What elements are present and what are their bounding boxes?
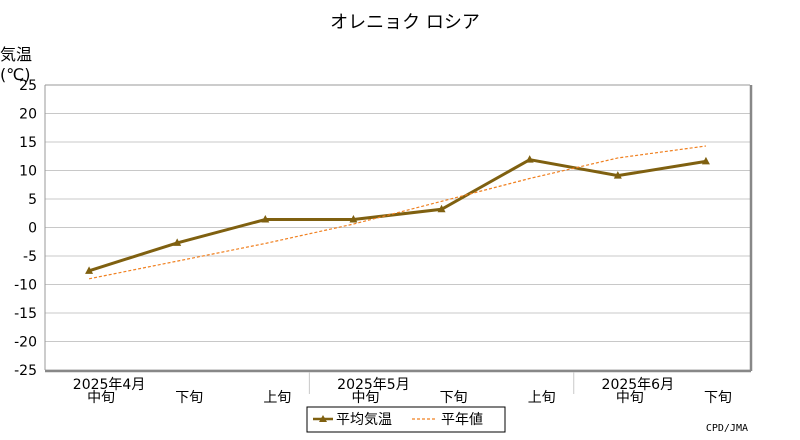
mean-temp-point	[613, 171, 622, 179]
series-layer	[85, 145, 710, 280]
y-tick-label: -5	[23, 249, 37, 265]
legend-normal-label: 平年値	[441, 412, 483, 428]
chart-title: オレニョク ロシア	[330, 12, 480, 33]
normal-line	[88, 145, 707, 280]
y-axis-unit: (℃)	[0, 65, 30, 84]
mean-temp-point	[173, 238, 182, 246]
x-tick-label: 中旬	[87, 390, 115, 406]
y-tick-label: -20	[14, 335, 37, 351]
y-tick-label: -15	[14, 306, 37, 322]
legend-mean-marker-icon	[319, 415, 327, 422]
legend-box	[306, 406, 506, 433]
mean-temp-point	[261, 215, 270, 223]
x-tick-label: 下旬	[704, 390, 732, 406]
y-axis-label: 気温	[0, 45, 32, 64]
mean-temp-point	[525, 155, 534, 163]
mean-temp-line	[88, 158, 707, 273]
x-tick-label: 下旬	[175, 390, 203, 406]
credit: CPD/JMA	[706, 423, 748, 434]
x-tick-label: 上旬	[263, 390, 291, 406]
mean-temp-point	[701, 156, 710, 165]
y-tick-label: -10	[14, 278, 37, 294]
mean-temp-point	[85, 266, 94, 274]
y-tick-label: 20	[19, 107, 37, 123]
legend: 平均気温 平年値	[306, 406, 506, 433]
x-tick-label: 中旬	[616, 390, 644, 406]
x-month-label: 2025年4月	[73, 377, 146, 393]
x-tick-label: 上旬	[528, 390, 556, 406]
y-tick-label: 0	[28, 221, 37, 237]
x-month-label: 2025年6月	[602, 377, 675, 393]
y-tick-label: 15	[19, 135, 37, 151]
y-tick-label: 25	[19, 78, 37, 94]
plot-frame	[44, 84, 753, 373]
x-tick-label: 中旬	[351, 390, 379, 406]
grid-layer	[45, 84, 750, 371]
legend-mean-label: 平均気温	[336, 412, 392, 428]
mean-temp-point	[437, 204, 446, 213]
mean-temp-point	[349, 215, 358, 223]
y-tick-labels: 25 20 15 10 5 0 -5 -10 -15 -20 -25	[14, 78, 37, 379]
y-tick-label: 5	[28, 192, 37, 208]
y-tick-label: 10	[19, 164, 37, 180]
x-month-label: 2025年5月	[337, 377, 410, 393]
x-tick-label: 下旬	[440, 390, 468, 406]
y-tick-label: -25	[14, 363, 37, 379]
